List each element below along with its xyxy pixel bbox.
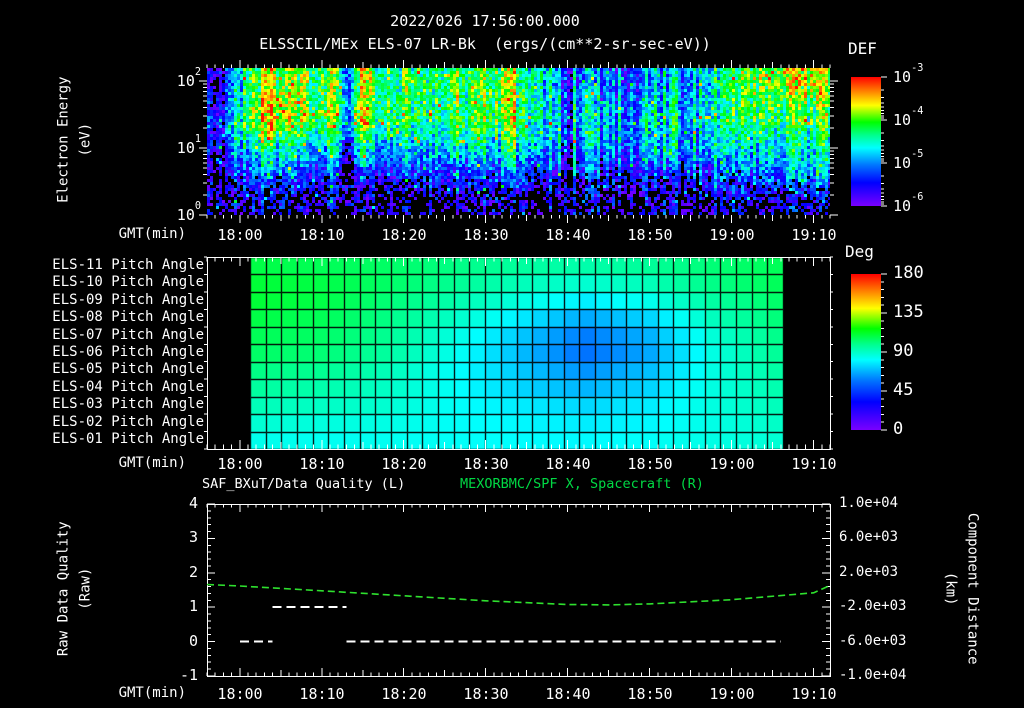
deg-colorbar-tick-label: 135 [893,302,924,322]
quality-tick-label: 4 [188,494,198,512]
pitch-row-label: ELS-05 Pitch Angle [52,361,204,377]
units-title: (ergs/(cm**2-sr-sec-eV)) [494,35,711,53]
pitch-row-label: ELS-04 Pitch Angle [52,379,204,395]
pitch-angle-heatmap-canvas [207,257,830,449]
gmt-label-middle: GMT(min) [118,455,186,471]
time-tick-label-row3: 18:10 [299,685,345,703]
distance-tick-label: 6.0e+03 [839,529,899,545]
deg-colorbar-tick-label: 0 [893,419,904,439]
pitch-row-label: ELS-07 Pitch Angle [52,327,204,343]
time-tick-label-row2: 18:30 [463,455,509,473]
deg-colorbar-tick-label: 180 [893,263,924,283]
distance-tick-label: -1.0e+04 [839,667,907,683]
time-tick-label-row2: 18:50 [627,455,673,473]
pitch-row-label: ELS-02 Pitch Angle [52,414,204,430]
time-tick-label-row3: 19:10 [791,685,837,703]
deg-colorbar [851,274,881,430]
quality-tick-label: -1 [179,666,198,684]
time-tick-label-row1: 18:40 [545,226,591,244]
time-tick-label-row1: 19:00 [709,226,755,244]
quality-tick-label: 2 [188,563,198,581]
pitch-row-label: ELS-06 Pitch Angle [52,344,204,360]
time-tick-label-row2: 19:10 [791,455,837,473]
pitch-row-label: ELS-03 Pitch Angle [52,396,204,412]
time-tick-label-row2: 18:20 [381,455,427,473]
page-title: 2022/026 17:56:00.000 [390,12,580,30]
quality-tick-label: 0 [188,632,198,650]
distance-tick-label: 1.0e+04 [839,495,899,511]
def-colorbar-tick-label: 10-6 [893,191,924,215]
spacecraft-x-distance-curve [206,583,831,606]
energy-tick-label: 102 [176,66,201,90]
deg-colorbar-title: Deg [845,242,874,261]
pitch-row-label: ELS-09 Pitch Angle [52,292,204,308]
time-tick-label-row1: 18:10 [299,226,345,244]
time-tick-label-row1: 18:00 [217,226,263,244]
distance-tick-label: 2.0e+03 [839,564,899,580]
quality-tick-label: 3 [188,528,198,546]
deg-colorbar-tick-label: 45 [893,380,914,400]
def-colorbar [851,77,881,206]
pitch-row-label: ELS-10 Pitch Angle [52,274,204,290]
pitch-row-label: ELS-11 Pitch Angle [52,257,204,273]
energy-tick-label: 100 [176,200,201,224]
time-tick-label-row3: 18:50 [627,685,673,703]
pitch-row-label: ELS-01 Pitch Angle [52,431,204,447]
gmt-label-bottom: GMT(min) [118,685,186,701]
instrument-title: ELSSCIL/MEx ELS-07 LR-Bk [259,35,476,53]
bottom-left-series-title: SAF_BXuT/Data Quality (L) [202,476,406,492]
def-colorbar-title: DEF [848,39,877,58]
time-tick-label-row3: 18:40 [545,685,591,703]
plot-subtitle: ELSSCIL/MEx ELS-07 LR-Bk (ergs/(cm**2-sr… [185,36,785,53]
time-tick-label-row2: 18:40 [545,455,591,473]
time-tick-label-row3: 19:00 [709,685,755,703]
def-colorbar-tick-label: 10-5 [893,148,924,172]
distance-tick-label: -2.0e+03 [839,598,907,614]
time-tick-label-row3: 18:30 [463,685,509,703]
def-colorbar-tick-label: 10-4 [893,105,924,129]
time-tick-label-row3: 18:20 [381,685,427,703]
time-tick-label-row1: 18:50 [627,226,673,244]
bottom-right-series-title: MEXORBMC/SPF X, Spacecraft (R) [460,476,704,492]
gmt-label-top: GMT(min) [118,226,186,242]
def-colorbar-tick-label: 10-3 [893,62,924,86]
energy-tick-label: 101 [176,133,201,157]
quality-tick-label: 1 [188,597,198,615]
time-tick-label-row1: 18:20 [381,226,427,244]
time-tick-label-row3: 18:00 [217,685,263,703]
electron-energy-spectrogram-canvas [207,68,830,215]
time-tick-label-row1: 18:30 [463,226,509,244]
distance-tick-label: -6.0e+03 [839,633,907,649]
pitch-row-label: ELS-08 Pitch Angle [52,309,204,325]
time-tick-label-row2: 18:10 [299,455,345,473]
time-tick-label-row2: 18:00 [217,455,263,473]
time-tick-label-row2: 19:00 [709,455,755,473]
deg-colorbar-tick-label: 90 [893,341,914,361]
raw-data-quality-line [239,606,781,643]
time-tick-label-row1: 19:10 [791,226,837,244]
